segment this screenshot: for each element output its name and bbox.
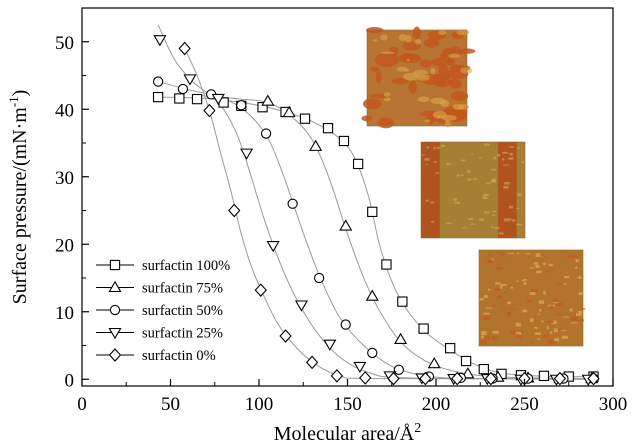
- y-axis-title-text: Surface pressure/(mN·m: [9, 107, 31, 305]
- data-point: [294, 300, 309, 312]
- x-axis-title-superscript: 2: [414, 421, 421, 436]
- data-point: [203, 103, 216, 118]
- data-point: [152, 91, 164, 103]
- data-point: [340, 319, 351, 330]
- data-point: [538, 370, 550, 382]
- afm-inset-image: [420, 141, 526, 239]
- data-point: [183, 74, 197, 86]
- data-point: [393, 364, 404, 375]
- data-point: [451, 371, 464, 386]
- legend-item: surfactin 100%: [96, 258, 230, 274]
- legend-marker: [108, 348, 122, 362]
- data-point: [178, 41, 191, 56]
- data-point: [419, 371, 432, 386]
- data-point: [261, 94, 275, 106]
- data-point: [254, 283, 267, 297]
- data-point: [418, 323, 429, 334]
- afm-insets: [361, 26, 586, 347]
- data-point: [339, 219, 353, 231]
- x-tick-label: 0: [77, 394, 87, 415]
- data-point: [299, 113, 311, 124]
- axes: 0 50 100 150 200 250 300 0 10 20 30 40 50: [55, 33, 627, 415]
- data-point: [174, 93, 185, 104]
- data-point: [260, 128, 272, 139]
- data-point: [394, 332, 408, 344]
- data-point: [427, 357, 441, 369]
- data-point: [553, 371, 567, 386]
- x-tick-label: 200: [422, 394, 451, 415]
- x-tick-label: 300: [599, 394, 628, 415]
- data-point: [240, 148, 254, 160]
- data-point: [484, 371, 498, 386]
- afm-inset-image: [478, 249, 586, 347]
- legend-marker: [108, 280, 122, 293]
- data-point: [314, 272, 325, 284]
- data-point: [236, 100, 247, 111]
- data-point: [152, 76, 164, 87]
- legend-label: surfactin 0%: [142, 348, 216, 364]
- data-point: [282, 105, 296, 118]
- data-point: [587, 371, 600, 386]
- data-point: [397, 296, 408, 307]
- data-point: [153, 35, 167, 47]
- legend-item: surfactin 50%: [96, 303, 223, 319]
- y-tick-label: 50: [55, 33, 74, 54]
- x-tick-label: 50: [161, 394, 180, 415]
- data-point: [352, 158, 364, 170]
- data-point: [387, 371, 400, 386]
- data-point: [367, 206, 378, 217]
- x-tick-label: 150: [333, 394, 362, 415]
- x-tick-label: 100: [245, 394, 274, 415]
- y-tick-label: 30: [55, 168, 74, 189]
- legend-item: surfactin 75%: [96, 281, 223, 297]
- data-point: [381, 259, 392, 270]
- data-point: [359, 371, 372, 385]
- data-point: [305, 355, 319, 370]
- data-point: [478, 363, 489, 375]
- y-tick-label: 20: [55, 235, 74, 256]
- data-point: [257, 102, 268, 113]
- y-tick-label: 10: [55, 303, 74, 324]
- legend-item: surfactin 0%: [96, 348, 216, 364]
- data-markers: [152, 35, 600, 386]
- y-axis-title-close: ): [9, 90, 31, 97]
- y-axis-title: Surface pressure/(mN·m-1): [6, 90, 31, 305]
- data-point: [353, 361, 367, 374]
- data-point: [228, 203, 241, 218]
- legend-label: surfactin 50%: [142, 303, 223, 319]
- data-point: [177, 83, 189, 95]
- data-point: [365, 289, 379, 301]
- legend-marker: [109, 304, 121, 316]
- data-point: [323, 339, 337, 351]
- y-tick-label: 40: [55, 100, 74, 121]
- data-point: [322, 123, 334, 134]
- x-tick-label: 250: [510, 394, 539, 415]
- legend-label: surfactin 75%: [142, 281, 223, 297]
- x-axis-title: Molecular area/Å2: [274, 421, 421, 445]
- data-point: [338, 135, 350, 147]
- data-point: [287, 198, 298, 209]
- data-point: [460, 355, 472, 367]
- afm-inset-image: [361, 26, 476, 129]
- data-point: [330, 369, 344, 383]
- legend-marker: [108, 327, 122, 340]
- legend-label: surfactin 25%: [142, 326, 223, 342]
- data-point: [266, 241, 280, 253]
- legend: surfactin 100% surfactin 75% surfactin 50%…: [96, 258, 230, 364]
- data-point: [445, 343, 456, 354]
- data-point: [279, 329, 292, 343]
- data-point: [309, 139, 323, 151]
- x-axis-title-text: Molecular area/Å: [274, 423, 415, 445]
- data-point: [191, 93, 203, 105]
- data-point: [211, 93, 225, 106]
- legend-item: surfactin 25%: [96, 326, 223, 342]
- y-axis-title-superscript: -1: [6, 96, 21, 107]
- data-point: [367, 347, 378, 359]
- legend-marker: [109, 259, 121, 271]
- legend-label: surfactin 100%: [142, 258, 230, 274]
- series-curve: [157, 24, 596, 380]
- y-tick-label: 0: [65, 370, 75, 391]
